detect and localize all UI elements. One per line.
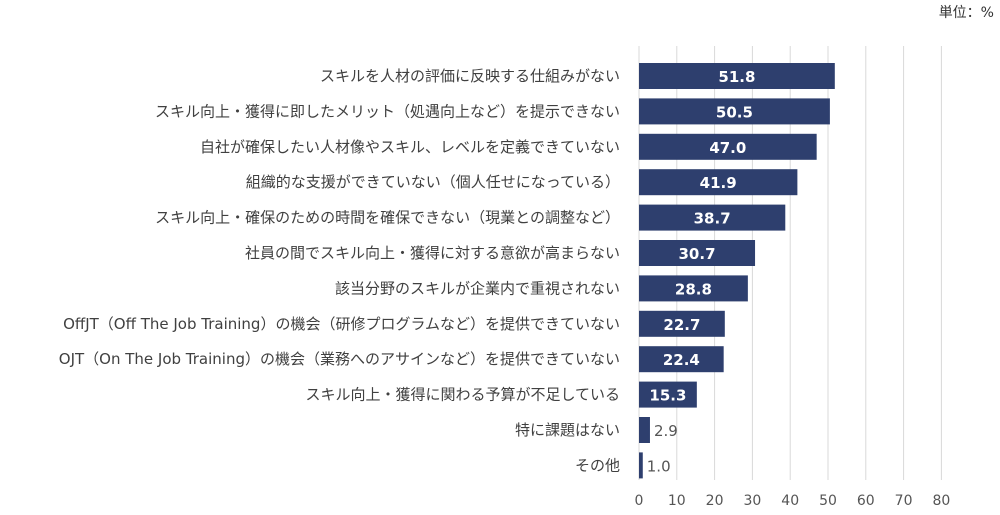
category-label: スキル向上・獲得に関わる予算が不足している (305, 386, 620, 404)
unit-label: 単位：% (938, 5, 994, 21)
value-label: 41.9 (700, 174, 737, 192)
x-tick-label: 50 (819, 493, 837, 509)
x-tick-label: 30 (743, 493, 761, 509)
category-label: その他 (575, 456, 620, 474)
category-label: スキル向上・獲得に即したメリット（処遇向上など）を提示できない (155, 102, 620, 120)
value-label: 1.0 (647, 457, 671, 475)
bar (639, 63, 835, 89)
category-labels: スキルを人材の評価に反映する仕組みがないスキル向上・獲得に即したメリット（処遇向… (59, 67, 620, 474)
x-tick-label: 60 (857, 493, 875, 509)
bar (639, 381, 697, 408)
value-label: 47.0 (709, 139, 746, 157)
bar (639, 240, 756, 266)
x-tick-label: 80 (932, 493, 950, 509)
bar (639, 346, 724, 373)
value-label: 50.5 (716, 103, 753, 121)
category-label: OffJT（Off The Job Training）の機会（研修プログラムなど… (63, 315, 620, 333)
bar (639, 204, 786, 231)
value-labels: 51.8 50.5 47.0 41.9 38.7 30.7 28.8 22.7 22.4 15.3… (647, 68, 756, 475)
x-tick-label: 40 (781, 493, 799, 509)
category-label: 社員の間でスキル向上・獲得に対する意欲が高まらない (245, 244, 620, 262)
x-tick-label: 0 (635, 493, 644, 509)
category-label: スキル向上・確保のための時間を確保できない（現業との調整など） (155, 209, 620, 227)
bar (639, 417, 650, 443)
x-tick-label: 20 (706, 493, 724, 509)
bar (639, 452, 643, 479)
x-axis-ticks: 0 10 20 30 40 50 60 70 80 (635, 493, 951, 509)
category-label: 組織的な支援ができていない（個人任せになっている） (246, 173, 620, 191)
value-label: 51.8 (718, 68, 755, 86)
value-label: 22.4 (663, 351, 700, 369)
category-label: 該当分野のスキルが企業内で重視されない (335, 279, 620, 297)
x-tick-label: 70 (895, 493, 913, 509)
value-label: 28.8 (675, 280, 712, 298)
value-label: 15.3 (649, 387, 686, 405)
category-label: スキルを人材の評価に反映する仕組みがない (320, 67, 620, 85)
category-label: 自社が確保したい人材像やスキル、レベルを定義できていない (200, 138, 620, 156)
value-label: 2.9 (654, 422, 678, 440)
bar (639, 275, 748, 302)
bar (639, 169, 798, 196)
bar (639, 133, 817, 160)
value-label: 38.7 (694, 210, 731, 228)
value-label: 22.7 (663, 316, 700, 334)
value-label: 30.7 (679, 245, 716, 263)
category-label: OJT（On The Job Training）の機会（業務へのアサインなど）を… (59, 350, 620, 368)
bars (639, 63, 835, 479)
bar (639, 310, 725, 337)
bar (639, 98, 830, 125)
x-tick-label: 10 (668, 493, 686, 509)
category-label: 特に課題はない (515, 421, 620, 439)
